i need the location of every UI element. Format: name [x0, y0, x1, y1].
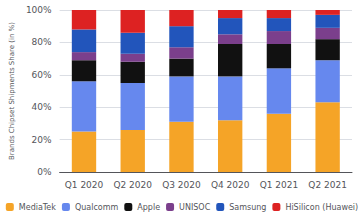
svg-text:Apple: Apple [137, 203, 160, 212]
svg-text:UNISOC: UNISOC [179, 203, 211, 212]
svg-text:Q2 2021: Q2 2021 [308, 180, 347, 190]
svg-text:Q1 2020: Q1 2020 [65, 180, 104, 190]
svg-text:Samsung: Samsung [229, 203, 266, 212]
svg-text:Q1 2021: Q1 2021 [260, 180, 299, 190]
svg-text:100%: 100% [26, 5, 52, 15]
svg-text:Qualcomm: Qualcomm [75, 203, 119, 212]
svg-text:Q2 2020: Q2 2020 [113, 180, 152, 190]
svg-text:40%: 40% [32, 102, 52, 112]
svg-text:MediaTek: MediaTek [19, 203, 56, 212]
svg-text:60%: 60% [32, 70, 52, 80]
svg-text:HiSilicon (Huawei): HiSilicon (Huawei) [285, 203, 358, 212]
svg-text:80%: 80% [32, 37, 52, 47]
svg-text:Brands Chipset Shipments Share: Brands Chipset Shipments Share (in %) [8, 22, 16, 160]
svg-text:20%: 20% [32, 135, 52, 145]
svg-text:Q4 2020: Q4 2020 [211, 180, 250, 190]
svg-text:0%: 0% [37, 167, 52, 177]
svg-text:Q3 2020: Q3 2020 [162, 180, 201, 190]
